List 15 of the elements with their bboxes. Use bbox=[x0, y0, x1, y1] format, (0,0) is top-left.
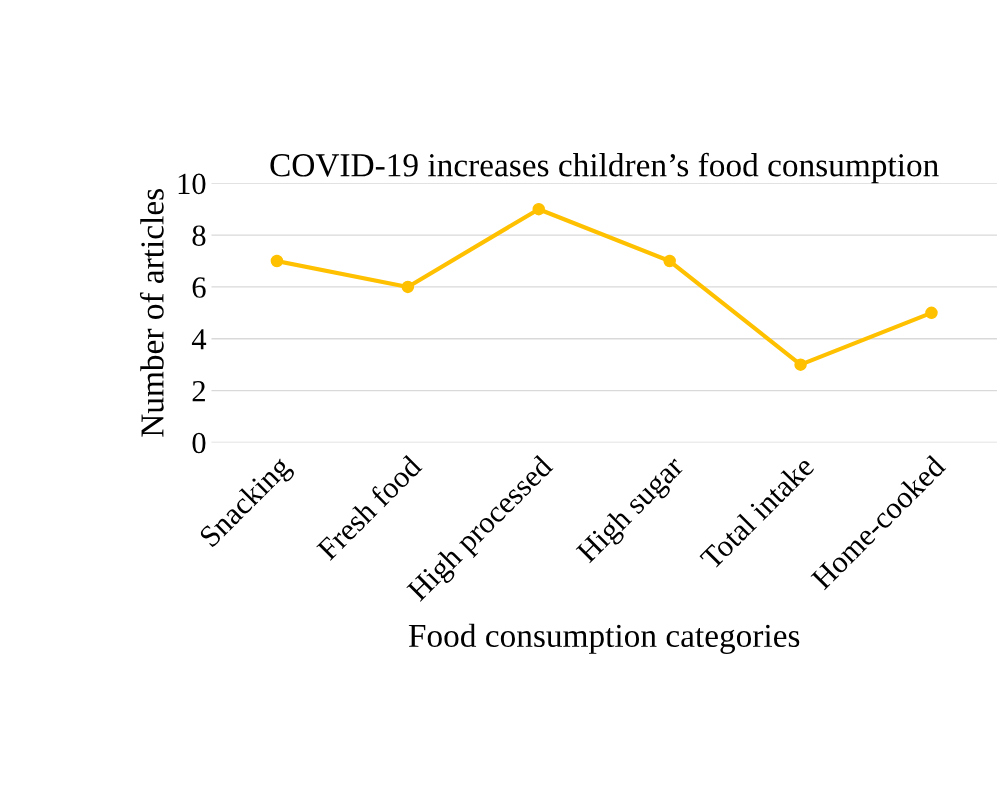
y-tick-label: 4 bbox=[191, 329, 207, 350]
point bbox=[663, 254, 676, 268]
y-tick-label: 0 bbox=[192, 432, 206, 454]
point bbox=[794, 358, 807, 371]
y-tick-label: 6 bbox=[192, 277, 206, 298]
point bbox=[925, 306, 938, 320]
x-axis-title: Food consumption categories bbox=[408, 623, 800, 654]
point bbox=[532, 202, 545, 216]
y-tick-label: 2 bbox=[192, 380, 205, 402]
y-axis-title: Number of articles bbox=[139, 189, 164, 437]
point bbox=[401, 280, 415, 294]
chart-title: COVID-19 increases children’s food consumption bbox=[270, 152, 939, 184]
y-tick-label: 8 bbox=[192, 225, 206, 247]
point bbox=[270, 254, 284, 268]
y-tick-label: 10 bbox=[178, 173, 206, 195]
